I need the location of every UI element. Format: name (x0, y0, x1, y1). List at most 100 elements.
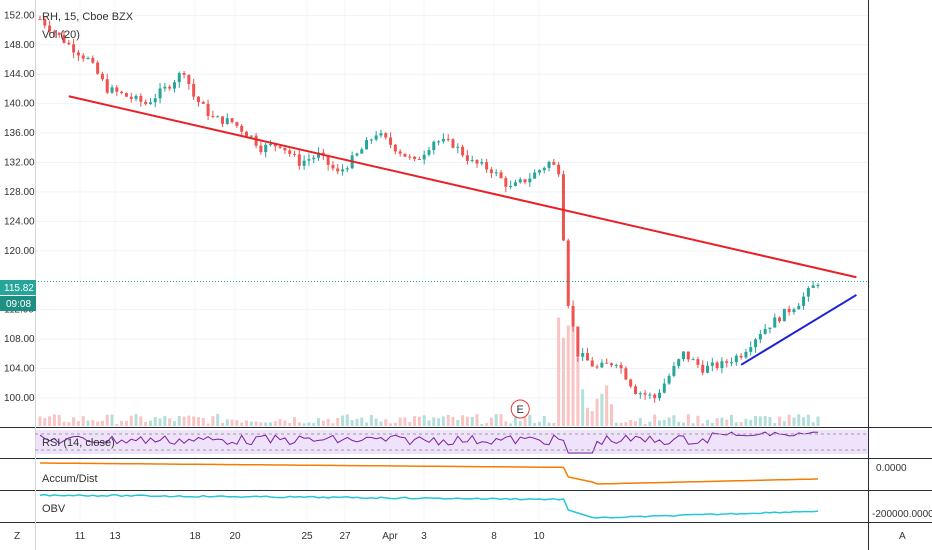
obv-line (39, 493, 819, 519)
candle-body (734, 355, 738, 363)
candle-body (561, 174, 565, 241)
volume-bar (720, 417, 724, 426)
candle-body (485, 162, 489, 170)
volume-bar (269, 422, 273, 426)
volume-bar (393, 422, 397, 426)
volume-bar (561, 337, 565, 426)
candle-body (763, 328, 767, 335)
candlesticks (38, 15, 820, 403)
right-corner-label[interactable]: A (899, 531, 906, 542)
volume-bar (62, 421, 66, 426)
volume-bar (600, 393, 604, 426)
volume-bar (115, 423, 119, 426)
candle-body (499, 172, 503, 179)
candle-body (744, 351, 748, 358)
symbol-legend[interactable]: RH, 15, Cboe BZX (42, 11, 134, 23)
candle-body (245, 131, 248, 137)
earnings-marker[interactable]: E (510, 399, 530, 419)
price-tick-label: 108.00 (4, 334, 35, 345)
volume-bar (782, 421, 786, 426)
candle-body (86, 57, 90, 59)
candle-body (494, 172, 498, 174)
last-price-badge-bg (0, 280, 36, 295)
candle-body (605, 362, 609, 364)
candle-body (369, 139, 373, 141)
candle-body (509, 186, 513, 188)
candle-body (725, 361, 729, 363)
rsi-legend[interactable]: RSI (14, close) (42, 437, 115, 449)
volume-bar (552, 422, 556, 426)
candle-body (38, 19, 42, 21)
volume-bar (441, 416, 445, 426)
accum-dist-legend[interactable]: Accum/Dist (42, 473, 98, 485)
volume-bar (240, 422, 244, 426)
candle-body (581, 353, 585, 357)
resistance-trendline[interactable] (68, 95, 857, 279)
volume-bar (658, 420, 661, 426)
candle-body (648, 394, 652, 396)
volume-bar (48, 416, 52, 426)
candle-body (100, 73, 104, 80)
candle-body (273, 144, 277, 147)
volume-bar (494, 414, 498, 426)
obv-legend[interactable]: OBV (42, 503, 66, 515)
volume-bar (456, 420, 460, 426)
candle-body (542, 167, 546, 171)
volume-bar (105, 414, 109, 426)
volume-bar (398, 417, 402, 426)
time-tick-label: 13 (109, 531, 121, 542)
candle-body (96, 62, 100, 74)
volume-bar (350, 419, 354, 426)
volume-bar (566, 325, 570, 426)
price-tick-label: 144.00 (4, 69, 35, 80)
price-tick-label: 100.00 (4, 393, 35, 404)
volume-bar (163, 415, 167, 426)
candle-body (504, 178, 508, 187)
candle-body (259, 145, 263, 153)
candle-body (67, 42, 71, 45)
candle-body (389, 137, 393, 145)
volume-bar (590, 411, 594, 426)
candle-body (470, 159, 474, 161)
volume-bar (408, 422, 412, 426)
candle-body (72, 44, 76, 53)
candle-body (297, 154, 301, 166)
volume-bar (701, 423, 705, 426)
volume-bar (605, 385, 609, 426)
volume-bar (667, 417, 671, 426)
candle-body (220, 116, 224, 124)
candle-body (211, 115, 215, 117)
volume-bar (403, 417, 407, 426)
candle-body (240, 125, 244, 132)
support-trendline[interactable] (740, 294, 857, 366)
volume-bar (557, 317, 561, 426)
volume-bar (744, 418, 748, 426)
candle-body (739, 355, 743, 358)
volume-bar (273, 421, 277, 426)
candle-body (451, 139, 455, 148)
candle-body (124, 93, 128, 97)
volume-bar (211, 416, 215, 426)
time-tick-label: 18 (189, 531, 201, 542)
volume-bar (374, 418, 378, 426)
candle-body (225, 118, 229, 124)
volume-bar (336, 417, 340, 426)
volume-legend[interactable]: Vol (20) (42, 29, 80, 41)
candle-body (653, 394, 657, 399)
candle-body (633, 386, 637, 394)
candle-body (153, 98, 157, 103)
candle-body (345, 168, 349, 170)
volume-bar (792, 417, 796, 426)
volume-bar (254, 421, 258, 426)
left-corner-label[interactable]: Z (14, 531, 20, 542)
candle-body (446, 138, 450, 140)
volume-bar (629, 420, 633, 426)
candle-body (249, 135, 253, 137)
candle-body (134, 95, 138, 99)
volume-bar (196, 417, 200, 426)
volume-bar (749, 419, 753, 426)
volume-bar (283, 420, 287, 426)
volume-bar (672, 415, 676, 426)
candle-body (312, 157, 316, 160)
